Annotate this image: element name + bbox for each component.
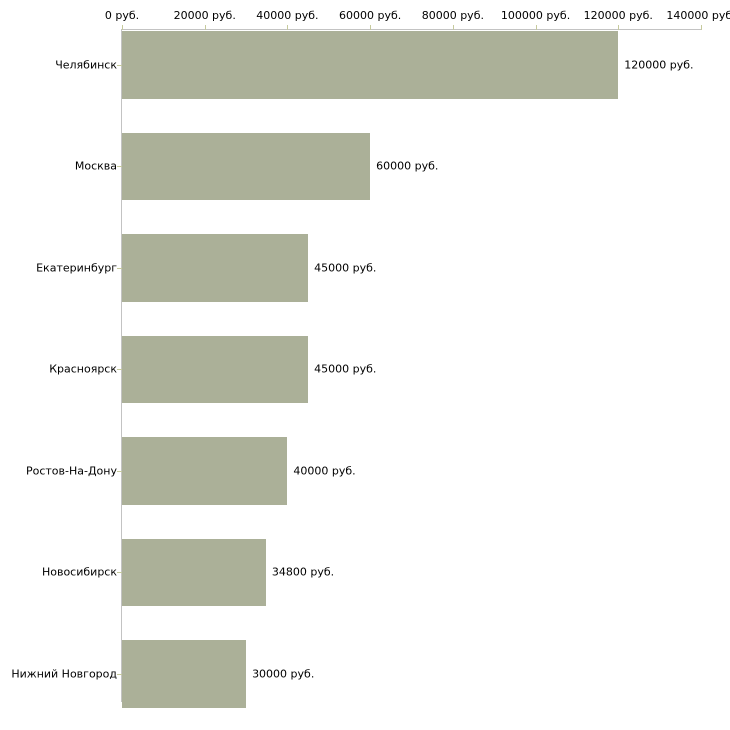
value-label: 120000 руб. (624, 58, 694, 72)
y-axis-line (121, 29, 122, 702)
value-label: 34800 руб. (271, 565, 335, 579)
x-axis-tick-label: 80000 руб. (421, 9, 484, 22)
category-label: Челябинск (55, 58, 117, 72)
x-axis-tick-mark (287, 25, 289, 30)
category-label: Екатеринбург (36, 261, 117, 275)
bar (122, 234, 309, 302)
x-axis-tick-mark (535, 25, 537, 30)
category-label: Ростов-На-Дону (25, 464, 117, 478)
category-label: Нижний Новгород (11, 667, 117, 681)
value-label: 40000 руб. (293, 464, 356, 478)
value-label: 60000 руб. (376, 159, 439, 173)
bar-row: Красноярск 45000 руб. (0, 335, 730, 403)
bar (122, 132, 371, 200)
y-axis-tick-mark (117, 369, 122, 371)
x-axis-tick-mark (701, 25, 702, 30)
y-axis-tick-mark (117, 572, 122, 574)
x-axis-tick-label: 0 руб. (104, 9, 140, 22)
bar-row: Ростов-На-Дону 40000 руб. (0, 437, 730, 505)
bar-row: Челябинск 120000 руб. (0, 31, 730, 99)
x-axis-line (122, 29, 701, 30)
x-axis-tick-mark (204, 25, 206, 30)
y-axis-tick-mark (117, 64, 122, 66)
category-label: Новосибирск (41, 565, 117, 579)
x-axis-tick-label: 60000 руб. (339, 9, 402, 22)
bar-row: Москва 60000 руб. (0, 132, 730, 200)
y-axis-tick-mark (117, 267, 122, 269)
category-label: Москва (74, 159, 117, 173)
bar (122, 538, 266, 606)
bar (122, 437, 288, 505)
bar-row: Новосибирск 34800 руб. (0, 538, 730, 606)
y-axis-tick-mark (117, 470, 122, 472)
bar (122, 640, 247, 708)
y-axis-tick-mark (117, 673, 122, 675)
x-axis-tick-mark (618, 25, 620, 30)
x-axis-tick-label: 100000 руб. (500, 9, 571, 22)
bar (122, 31, 619, 99)
x-axis-tick-label: 20000 руб. (173, 9, 236, 22)
x-axis-tick-mark (452, 25, 454, 30)
x-axis-tick-mark (122, 25, 123, 30)
bar-row: Нижний Новгород 30000 руб. (0, 640, 730, 708)
bar-row: Екатеринбург 45000 руб. (0, 234, 730, 302)
value-label: 45000 руб. (314, 261, 377, 275)
y-axis-tick-mark (117, 166, 122, 168)
value-label: 45000 руб. (314, 362, 377, 376)
value-label: 30000 руб. (252, 667, 315, 681)
bar (122, 335, 309, 403)
category-label: Красноярск (49, 362, 117, 376)
x-axis-tick-label: 120000 руб. (583, 9, 653, 22)
x-axis-tick-label: 40000 руб. (256, 9, 319, 22)
x-axis-tick-mark (370, 25, 372, 30)
x-axis-tick-label: 140000 руб. (666, 9, 730, 22)
